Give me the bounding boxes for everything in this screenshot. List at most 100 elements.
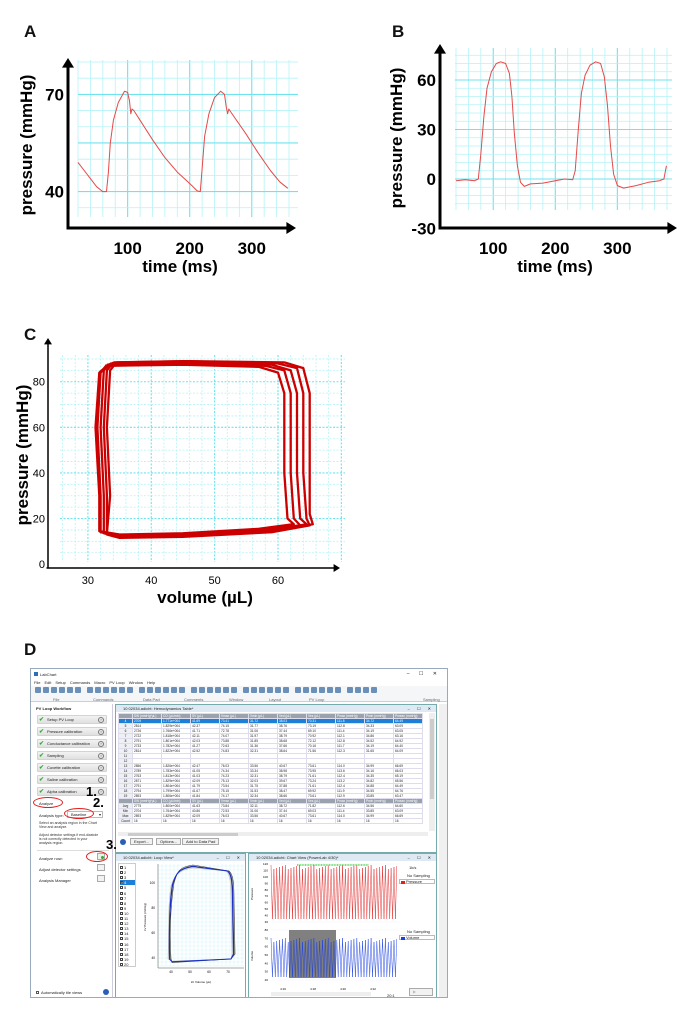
loop-checkbox[interactable] [120, 962, 123, 966]
loop-checkbox[interactable]: ✓ [120, 871, 124, 876]
loop-checkbox[interactable]: ✓ [120, 947, 124, 952]
table-window-controls[interactable]: – ☐ ✕ [407, 706, 434, 711]
menu-commands[interactable]: Commands [69, 680, 91, 685]
table-row[interactable]: 13 2856 1.826e+004 42.47 76.03 33.56 40.67 73.6… [118, 763, 423, 769]
loop-checkbox[interactable]: ✓ [120, 927, 124, 932]
workflow-step[interactable]: ✔ Cuvette calibration › [37, 763, 107, 772]
toolbar-button-icon[interactable] [155, 687, 161, 693]
loop-checkbox[interactable]: ✓ [120, 911, 124, 916]
toolbar-button-icon[interactable] [139, 687, 145, 693]
workflow-step[interactable]: ✔ Alpha calibration › [37, 787, 107, 796]
loop-checkbox[interactable]: ✓ [120, 886, 124, 891]
loop-list-item[interactable]: ✓15 [120, 936, 135, 941]
loop-list-item[interactable]: 12 [120, 921, 135, 926]
loop-list-item[interactable]: ✓3 [120, 875, 135, 880]
loop-list-item[interactable]: 20 [120, 962, 135, 967]
loop-checkbox[interactable] [120, 922, 123, 926]
start-button[interactable]: ▶ [409, 988, 433, 996]
table-row[interactable]: 8 2791 1.801e+004 42.03 73.88 31.85 38.68 72.12… [118, 738, 423, 744]
loop-list-item[interactable]: 1 [120, 865, 135, 870]
toolbar-button-icon[interactable] [295, 687, 301, 693]
table-row[interactable]: 19 2893 1.806e+004 41.84 74.17 32.34 38.66 73.6… [118, 793, 423, 799]
loop-checkbox[interactable] [120, 917, 123, 920]
workflow-step[interactable]: ✔ Pressure calibration › [37, 727, 107, 736]
loop-list-item[interactable]: ✓13 [120, 926, 135, 931]
go-arrow-icon[interactable]: › [98, 753, 104, 759]
horizontal-scrollbar[interactable] [118, 832, 428, 836]
toolbar-button-icon[interactable] [67, 687, 73, 693]
vertical-scrollbar[interactable] [429, 713, 435, 831]
toolbar-button-icon[interactable] [171, 687, 177, 693]
toolbar-button-icon[interactable] [207, 687, 213, 693]
toolbar-button-icon[interactable] [103, 687, 109, 693]
loop-list-item[interactable]: ✓14 [120, 931, 135, 936]
table-row[interactable]: 14 2789 1.783e+004 41.05 74.34 33.34 38.98 73.9… [118, 768, 423, 774]
loop-list-item[interactable]: ✓4 [120, 880, 135, 886]
table-row[interactable]: 16 2871 1.829e+004 42.09 75.13 32.03 39.67 73.2… [118, 778, 423, 784]
go-arrow-icon[interactable]: › [98, 729, 104, 735]
time-scrollbar[interactable] [271, 992, 371, 996]
toolbar-button-icon[interactable] [95, 687, 101, 693]
loop-checkbox[interactable]: ✓ [120, 891, 124, 896]
toolbar-button-icon[interactable] [355, 687, 361, 693]
loop-checkbox[interactable]: ✓ [120, 906, 124, 911]
workflow-step[interactable]: ✔ Setup PV Loop › [37, 715, 107, 724]
toolbar-button-icon[interactable] [147, 687, 153, 693]
loop-list-item[interactable]: ✓19 [120, 957, 135, 962]
toolbar-button-icon[interactable] [259, 687, 265, 693]
loop-list-item[interactable]: ✓5 [120, 885, 135, 890]
go-arrow-icon[interactable]: › [98, 777, 104, 783]
toolbar-button-icon[interactable] [43, 687, 49, 693]
table-row[interactable]: 12 [118, 758, 423, 764]
toolbar-button-icon[interactable] [111, 687, 117, 693]
menu-window[interactable]: Window [128, 680, 143, 685]
loop-list-item[interactable]: ✓7 [120, 896, 135, 901]
loop-checkbox[interactable]: ✓ [120, 942, 124, 947]
loop-checkbox[interactable]: ✓ [120, 952, 124, 957]
loop-list-item[interactable]: ✓10 [120, 911, 135, 916]
toolbar-button-icon[interactable] [191, 687, 197, 693]
ch1-channel-select[interactable]: Pressure [399, 879, 435, 884]
toolbar-button-icon[interactable] [327, 687, 333, 693]
menu-setup[interactable]: Setup [55, 680, 66, 685]
window-controls[interactable]: – ☐ ✕ [406, 671, 441, 677]
toolbar-button-icon[interactable] [179, 687, 185, 693]
toolbar-button-icon[interactable] [371, 687, 377, 693]
loop-list-item[interactable]: ✓9 [120, 906, 135, 911]
export-button[interactable]: Export... [130, 838, 153, 845]
loop-checkbox[interactable]: ✓ [120, 901, 124, 906]
loop-list-item[interactable]: ✓16 [120, 942, 135, 947]
toolbar-button-icon[interactable] [223, 687, 229, 693]
menu-file[interactable]: File [34, 680, 41, 685]
loop-list-item[interactable]: ✓8 [120, 901, 135, 906]
toolbar-button-icon[interactable] [251, 687, 257, 693]
help-icon[interactable] [103, 989, 109, 995]
toolbar-button-icon[interactable] [199, 687, 205, 693]
table-row[interactable]: 6 2726 1.766e+004 41.71 72.78 31.06 37.44 69.10… [118, 728, 423, 734]
loop-checkbox[interactable]: ✓ [120, 957, 124, 962]
workflow-step[interactable]: ✔ Sampling › [37, 751, 107, 760]
workflow-step[interactable]: ✔ Saline calibration › [37, 775, 107, 784]
menu-pv-loop[interactable]: PV Loop [109, 680, 125, 685]
go-arrow-icon[interactable]: › [98, 765, 104, 771]
menu-help[interactable]: Help [146, 680, 156, 685]
toolbar-button-icon[interactable] [51, 687, 57, 693]
toolbar-button-icon[interactable] [75, 687, 81, 693]
go-arrow-icon[interactable]: › [98, 741, 104, 747]
analysis-manager-button[interactable] [97, 875, 105, 882]
loop-list-item[interactable]: 11 [120, 916, 135, 921]
auto-tile-checkbox[interactable] [36, 991, 39, 994]
loop-checkbox[interactable]: ✓ [120, 932, 124, 937]
loop-list-item[interactable]: ✓17 [120, 947, 135, 952]
main-vertical-scrollbar[interactable] [439, 704, 447, 997]
toolbar-button-icon[interactable] [215, 687, 221, 693]
loop-list-item[interactable]: ✓18 [120, 952, 135, 957]
go-arrow-icon[interactable]: › [98, 789, 104, 795]
loop-view-controls[interactable]: – ☐ ✕ [216, 855, 243, 860]
toolbar-button-icon[interactable] [35, 687, 41, 693]
loop-list-item[interactable]: ✓6 [120, 891, 135, 896]
toolbar-button-icon[interactable] [347, 687, 353, 693]
ch2-channel-select[interactable]: Volume [399, 935, 435, 940]
toolbar-button-icon[interactable] [283, 687, 289, 693]
options-button[interactable]: Options... [156, 838, 182, 845]
